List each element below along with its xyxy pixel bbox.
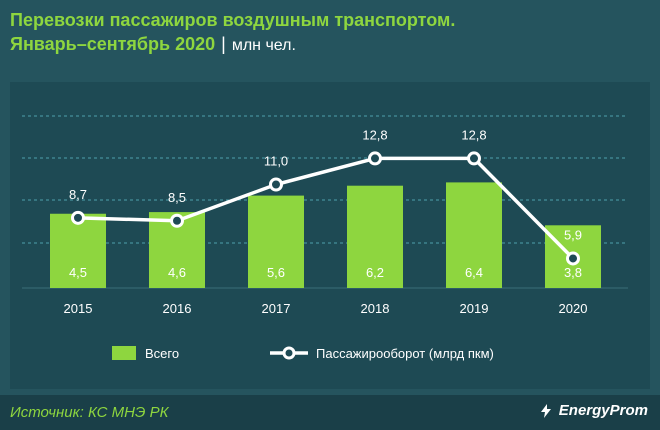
brand-logo: EnergyProm — [538, 402, 648, 419]
bar-label-2020: 3,8 — [564, 265, 582, 280]
bar-2015 — [50, 213, 106, 288]
chart-title: Перевозки пассажиров воздушным транспорт… — [10, 8, 630, 58]
bar-2018 — [347, 185, 403, 288]
bar-2019 — [446, 182, 502, 288]
line-label-2016: 8,5 — [168, 190, 186, 205]
title-period: Январь–сентябрь 2020 — [10, 34, 216, 54]
x-tick-2018: 2018 — [361, 301, 390, 316]
x-tick-2015: 2015 — [64, 301, 93, 316]
line-point-2017 — [269, 177, 283, 192]
title-unit: млн чел. — [231, 37, 296, 54]
line-label-2020: 5,9 — [564, 227, 582, 242]
legend-bar-label: Всего — [145, 346, 179, 361]
line-series-passenger-turnover — [77, 156, 575, 260]
x-tick-2017: 2017 — [262, 301, 291, 316]
line-point-2016 — [170, 213, 184, 228]
title-line-2: Январь–сентябрь 2020 | млн чел. — [10, 32, 630, 58]
legend-bar-swatch — [112, 346, 136, 360]
line-label-2018: 12,8 — [362, 127, 387, 142]
bar-label-2018: 6,2 — [366, 265, 384, 280]
line-label-2015: 8,7 — [69, 187, 87, 202]
legend-line-label: Пассажирооборот (млрд пкм) — [316, 346, 494, 361]
source-note: Источник: КС МНЭ РК — [10, 404, 169, 421]
brand-name: EnergyProm — [558, 402, 648, 419]
line-point-2020 — [566, 251, 580, 266]
line-point-2019 — [467, 151, 481, 166]
bar-label-2015: 4,5 — [69, 265, 87, 280]
line-label-2017: 11,0 — [264, 154, 288, 169]
footer-bar: Источник: КС МНЭ РК EnergyProm — [0, 395, 660, 430]
x-tick-2020: 2020 — [559, 301, 588, 316]
line-label-2019: 12,8 — [461, 127, 486, 142]
legend-line-marker — [282, 346, 296, 360]
bar-label-2016: 4,6 — [168, 265, 186, 280]
line-point-2015 — [71, 210, 85, 225]
x-tick-2016: 2016 — [163, 301, 192, 316]
plot-panel — [10, 82, 650, 389]
chart-svg: 4,5 2015 4,6 2016 5,6 2017 6,2 2018 6,4 2019 3,8 20… — [22, 115, 628, 361]
bar-label-2017: 5,6 — [267, 265, 285, 280]
title-line-1: Перевозки пассажиров воздушным транспорт… — [10, 10, 456, 30]
bar-label-2019: 6,4 — [465, 265, 483, 280]
title-separator: | — [221, 34, 226, 54]
line-point-2018 — [368, 151, 382, 166]
bar-2017 — [248, 195, 304, 288]
energyprom-icon — [540, 403, 551, 418]
x-tick-2019: 2019 — [460, 301, 489, 316]
